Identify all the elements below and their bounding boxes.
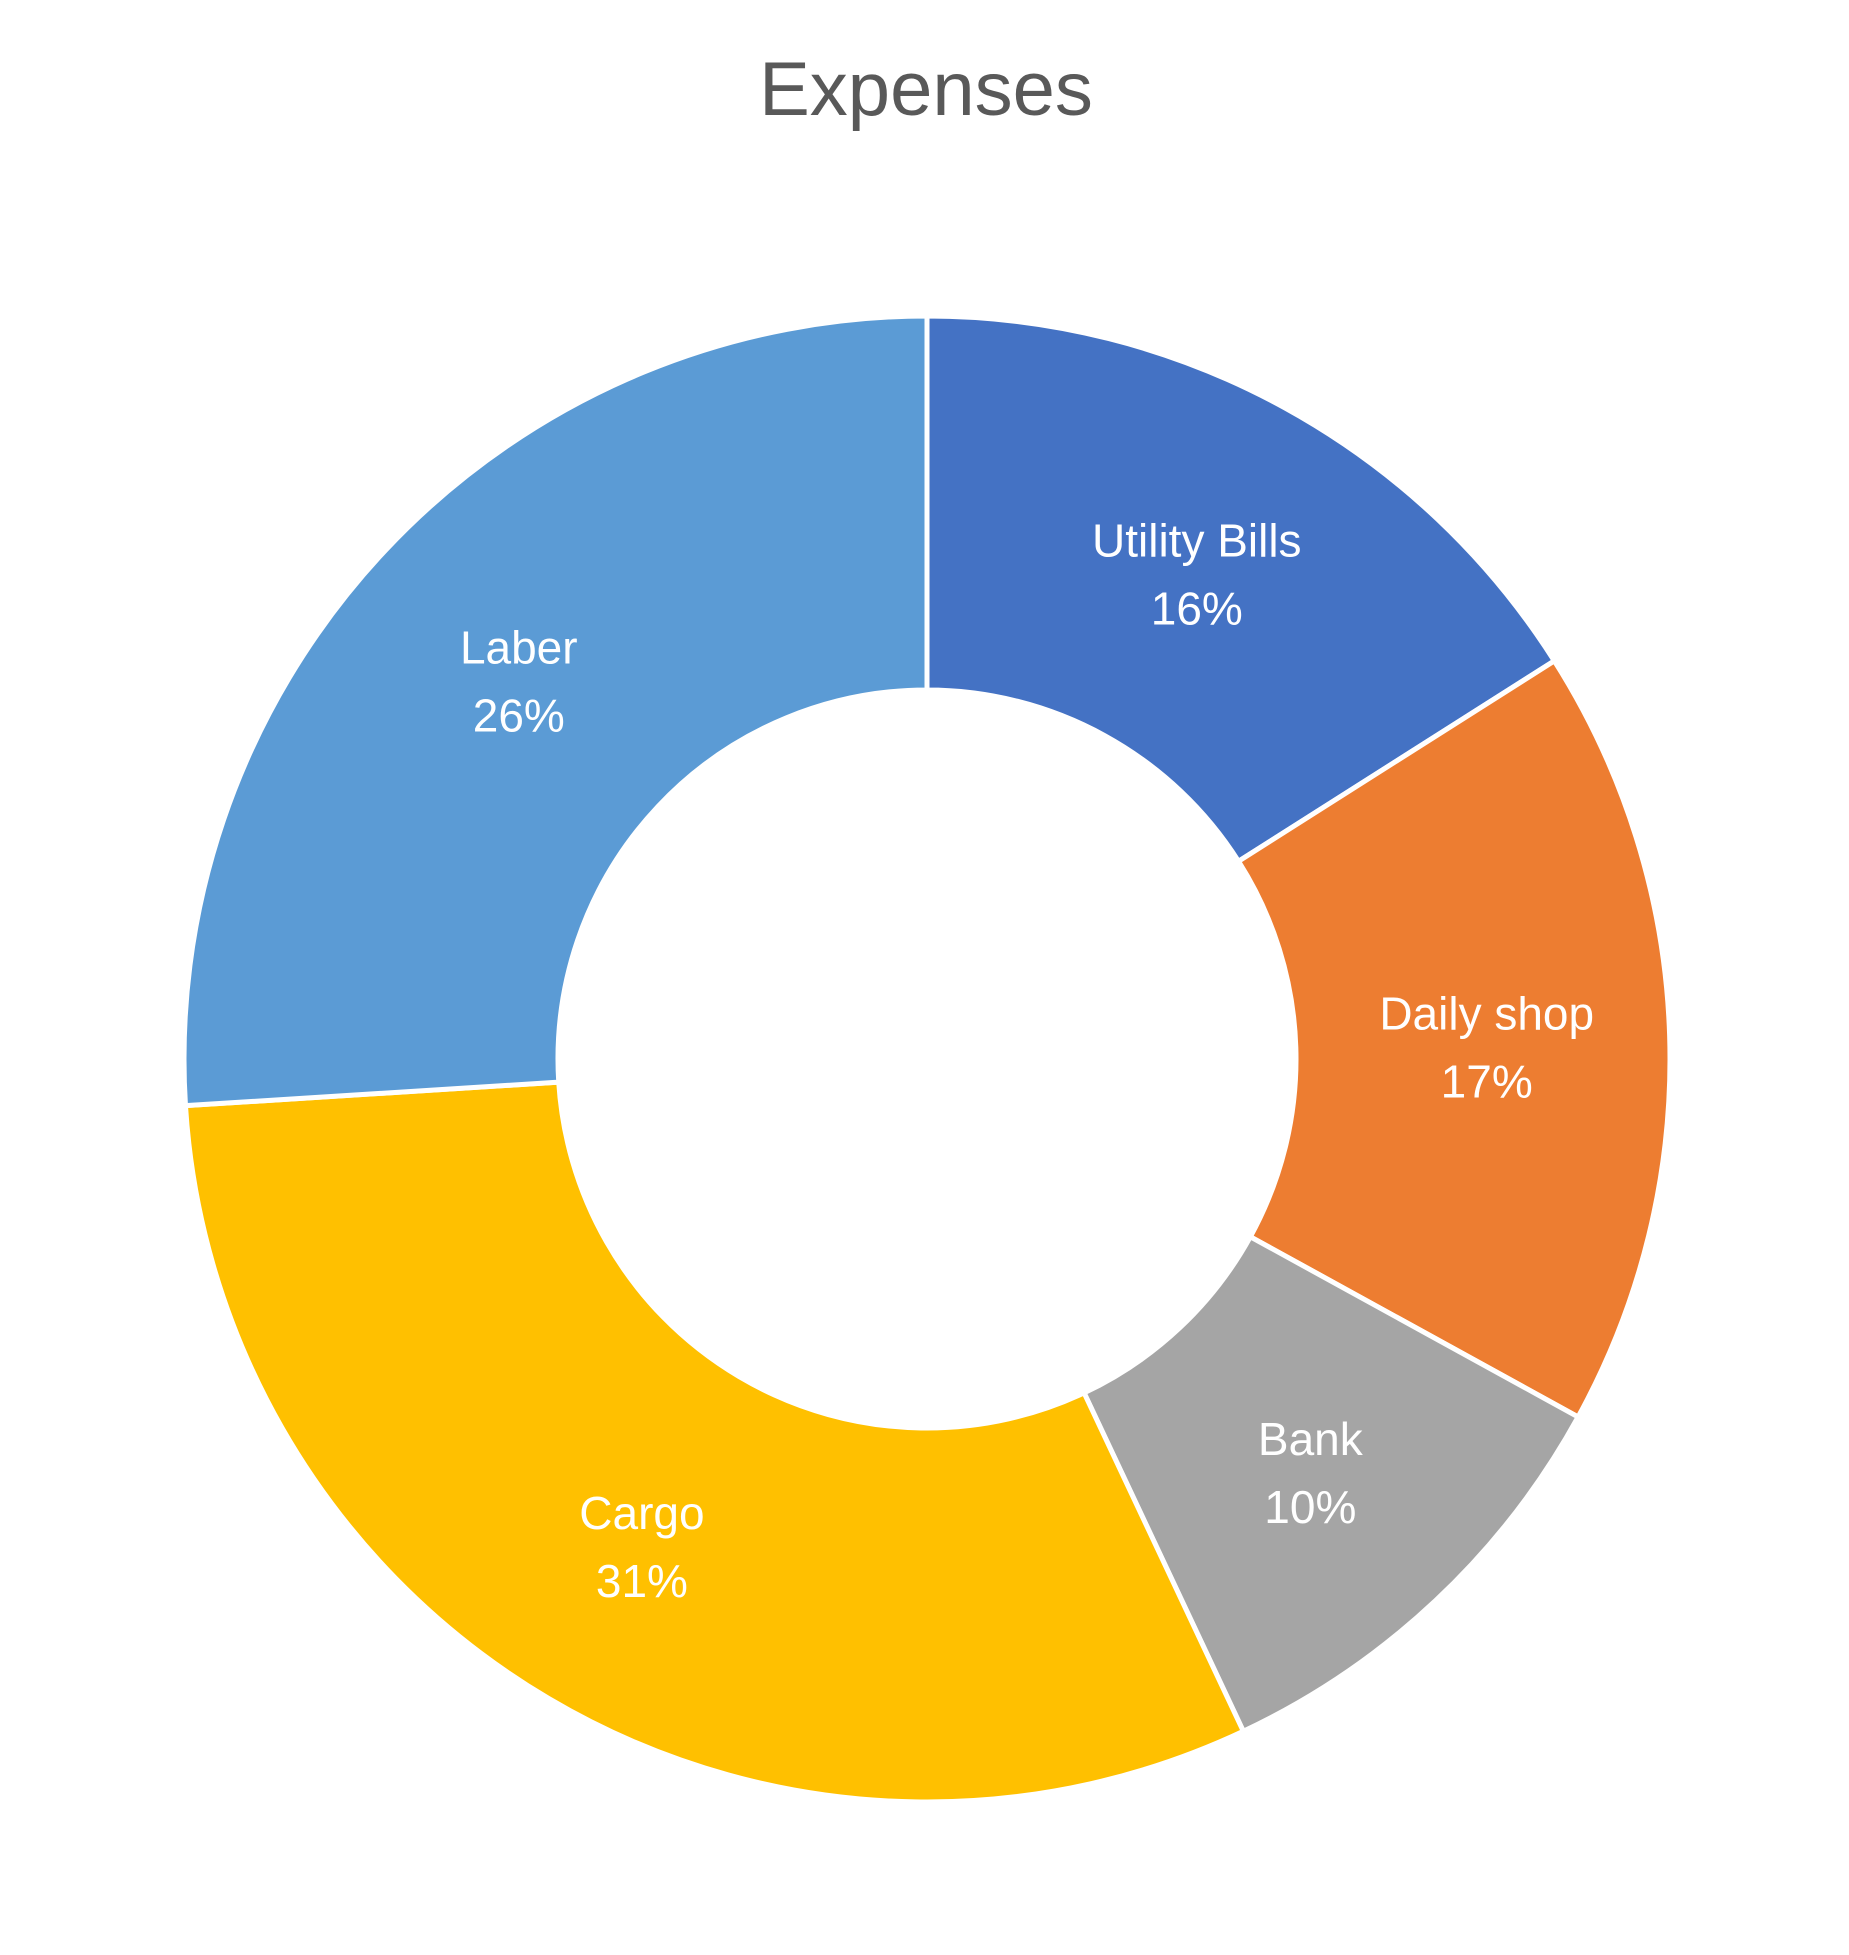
- slice-daily-shop: [1235, 657, 1673, 1421]
- donut-slices: [181, 313, 1673, 1805]
- slice-label-laber: Laber: [460, 622, 578, 674]
- slice-cargo: [182, 1079, 1247, 1805]
- slice-value-bank: 10%: [1264, 1481, 1356, 1533]
- slice-value-utility-bills: 16%: [1151, 582, 1243, 634]
- chart-title: Expenses: [759, 47, 1093, 132]
- slice-label-cargo: Cargo: [579, 1487, 704, 1539]
- slice-label-utility-bills: Utility Bills: [1092, 514, 1302, 566]
- slice-utility-bills: [924, 313, 1558, 865]
- slice-value-daily-shop: 17%: [1441, 1055, 1533, 1107]
- slice-label-bank: Bank: [1258, 1413, 1364, 1465]
- slice-bank: [1080, 1233, 1582, 1735]
- slice-label-daily-shop: Daily shop: [1379, 987, 1594, 1039]
- slice-value-laber: 26%: [473, 690, 565, 742]
- slice-laber: [181, 313, 930, 1109]
- slice-value-cargo: 31%: [596, 1555, 688, 1607]
- slice-labels: Utility Bills 16% Daily shop 17% Bank 10% Carg…: [460, 514, 1594, 1607]
